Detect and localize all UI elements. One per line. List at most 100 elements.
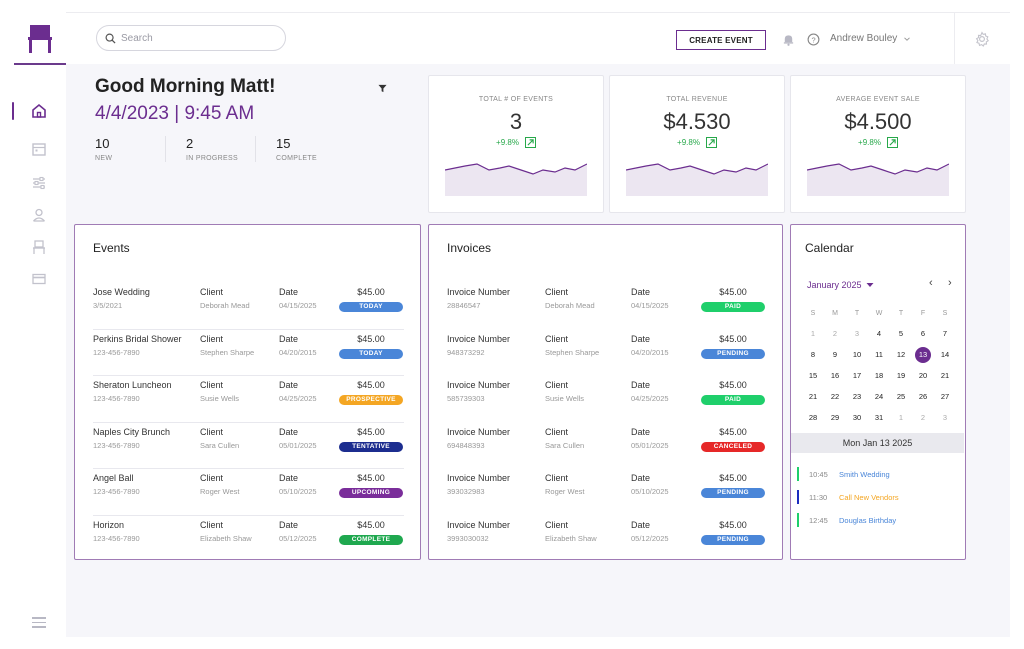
status-badge[interactable]: TENTATIVE: [339, 441, 403, 452]
calendar-day[interactable]: 14: [935, 346, 955, 364]
status-badge[interactable]: PENDING: [701, 534, 765, 545]
calendar-day[interactable]: 3: [847, 325, 867, 343]
nav-calendar-icon[interactable]: [30, 140, 48, 158]
calendar-day[interactable]: 12: [891, 346, 911, 364]
invoice-row[interactable]: Invoice Number 28846547 Client Deborah Mead…: [447, 283, 766, 330]
next-month-chevron-icon[interactable]: ›: [948, 277, 952, 289]
invoice-number: 948373292: [447, 347, 485, 357]
event-row[interactable]: Angel Ball 123-456-7890 Client Roger West Da…: [93, 469, 404, 516]
calendar-day[interactable]: 21: [803, 388, 823, 406]
calendar-day[interactable]: 28: [803, 409, 823, 427]
calendar-day[interactable]: 20: [913, 367, 933, 385]
event-row[interactable]: Jose Wedding 3/5/2021 Client Deborah Mead Da…: [93, 283, 404, 330]
status-badge[interactable]: PROSPECTIVE: [339, 395, 403, 406]
calendar-day[interactable]: 16: [825, 367, 845, 385]
help-icon[interactable]: ?: [807, 33, 820, 51]
event-name: Perkins Bridal Shower: [93, 333, 182, 344]
calendar-day[interactable]: 1: [803, 325, 823, 343]
agenda-event[interactable]: 10:45 Smith Wedding: [797, 467, 890, 481]
status-badge[interactable]: TODAY: [339, 348, 403, 359]
nav-user-icon[interactable]: [30, 206, 48, 224]
calendar-day[interactable]: 26: [913, 388, 933, 406]
calendar-day[interactable]: 1: [891, 409, 911, 427]
calendar-day[interactable]: 2: [913, 409, 933, 427]
invoice-row[interactable]: Invoice Number 585739303 Client Susie Wells…: [447, 376, 766, 423]
calendar-day[interactable]: 6: [913, 325, 933, 343]
nav-filters-icon[interactable]: [30, 174, 48, 192]
calendar-day[interactable]: 8: [803, 346, 823, 364]
calendar-day[interactable]: 24: [869, 388, 889, 406]
event-row[interactable]: Horizon 123-456-7890 Client Elizabeth Shaw D…: [93, 516, 404, 563]
calendar-day[interactable]: 25: [891, 388, 911, 406]
status-badge[interactable]: PAID: [701, 395, 765, 406]
invoice-row[interactable]: Invoice Number 694848393 Client Sara Cullen…: [447, 423, 766, 470]
invoice-amount: $45.00: [719, 426, 747, 437]
settings-gear-icon[interactable]: [974, 31, 990, 52]
calendar-day[interactable]: 10: [847, 346, 867, 364]
user-menu[interactable]: Andrew Bouley: [830, 33, 911, 44]
calendar-day[interactable]: 17: [847, 367, 867, 385]
calendar-day[interactable]: 2: [825, 325, 845, 343]
kpi-card-total-events[interactable]: TOTAL # OF EVENTS 3 +9.8%: [428, 75, 604, 213]
calendar-day[interactable]: 27: [935, 388, 955, 406]
calendar-day[interactable]: 21: [935, 367, 955, 385]
day-number: 1: [810, 329, 816, 338]
filter-funnel-icon[interactable]: [378, 80, 387, 98]
event-phone: 123-456-7890: [93, 394, 140, 404]
invoice-row[interactable]: Invoice Number 948373292 Client Stephen Sha…: [447, 330, 766, 377]
calendar-day[interactable]: 4: [869, 325, 889, 343]
calendar-day[interactable]: 22: [825, 388, 845, 406]
nav-venue-icon[interactable]: [30, 238, 48, 256]
status-badge[interactable]: PENDING: [701, 348, 765, 359]
event-row[interactable]: Sheraton Luncheon 123-456-7890 Client Susie…: [93, 376, 404, 423]
calendar-day[interactable]: 30: [847, 409, 867, 427]
stat-in-progress[interactable]: 2 IN PROGRESS: [165, 136, 255, 162]
create-event-button[interactable]: CREATE EVENT: [676, 30, 766, 50]
agenda-event[interactable]: 12:45 Douglas Birthday: [797, 513, 896, 527]
nav-home-icon[interactable]: [30, 102, 48, 120]
status-badge[interactable]: PENDING: [701, 488, 765, 499]
status-badge[interactable]: TODAY: [339, 302, 403, 312]
calendar-day[interactable]: 5: [891, 325, 911, 343]
stat-label: IN PROGRESS: [186, 155, 238, 162]
chevron-down-icon: [904, 36, 911, 41]
kpi-card-total-revenue[interactable]: TOTAL REVENUE $4.530 +9.8%: [609, 75, 785, 213]
prev-month-chevron-icon[interactable]: ‹: [929, 277, 933, 289]
search-box[interactable]: [96, 25, 286, 51]
calendar-day[interactable]: 9: [825, 346, 845, 364]
status-badge[interactable]: COMPLETE: [339, 534, 403, 545]
calendar-day[interactable]: 11: [869, 346, 889, 364]
nav-payments-icon[interactable]: [30, 270, 48, 288]
event-row[interactable]: Perkins Bridal Shower 123-456-7890 Client S…: [93, 330, 404, 377]
calendar-day[interactable]: 31: [869, 409, 889, 427]
calendar-day[interactable]: 15: [803, 367, 823, 385]
invoice-number-label: Invoice Number: [447, 333, 511, 344]
calendar-day[interactable]: 3: [935, 409, 955, 427]
calendar-day[interactable]: 23: [847, 388, 867, 406]
agenda-event[interactable]: 11:30 Call New Vendors: [797, 490, 899, 504]
calendar-month-select[interactable]: January 2025: [807, 280, 874, 290]
menu-hamburger-icon[interactable]: [32, 617, 46, 631]
invoice-row[interactable]: Invoice Number 3993030032 Client Elizabeth …: [447, 516, 766, 563]
notifications-bell-icon[interactable]: [782, 33, 795, 51]
stat-new[interactable]: 10 NEW: [95, 136, 165, 162]
status-badge[interactable]: CANCELED: [701, 441, 765, 452]
calendar-day[interactable]: 29: [825, 409, 845, 427]
calendar-day-selected[interactable]: 13: [913, 346, 933, 364]
stat-label: COMPLETE: [276, 155, 317, 162]
calendar-day[interactable]: 18: [869, 367, 889, 385]
calendar-day[interactable]: 19: [891, 367, 911, 385]
day-number: 3: [942, 413, 948, 422]
event-row[interactable]: Naples City Brunch 123-456-7890 Client Sara…: [93, 423, 404, 470]
kpi-card-average-sale[interactable]: AVERAGE EVENT SALE $4.500 +9.8%: [790, 75, 966, 213]
event-phone: 3/5/2021: [93, 301, 123, 310]
calendar-month-label: January 2025: [807, 280, 862, 290]
search-input[interactable]: [121, 32, 271, 44]
stat-complete[interactable]: 15 COMPLETE: [255, 136, 345, 162]
calendar-day[interactable]: 7: [935, 325, 955, 343]
client-name: Elizabeth Shaw: [200, 533, 252, 543]
status-badge[interactable]: PAID: [701, 302, 765, 312]
brand-logo-icon[interactable]: [28, 24, 52, 54]
status-badge[interactable]: UPCOMING: [339, 488, 403, 499]
invoice-row[interactable]: Invoice Number 393032983 Client Roger West D…: [447, 469, 766, 516]
